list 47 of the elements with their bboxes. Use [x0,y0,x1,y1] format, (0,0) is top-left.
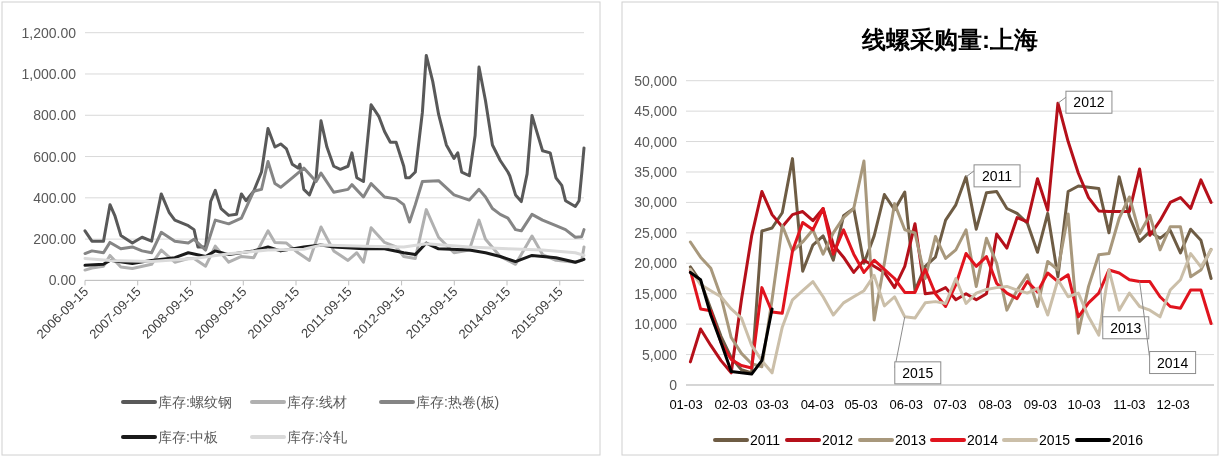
y-tick-label: 1,000.00 [21,65,77,82]
y-tick-label: 5,000 [641,346,678,363]
x-tick-label: 01-03 [669,397,703,412]
legend-label: 库存:冷轧 [287,429,347,445]
annotation: 2013 [1110,319,1142,336]
x-tick-label: 12-03 [1156,397,1190,412]
legend-label: 2013 [895,432,927,448]
legend-label: 2011 [750,432,781,448]
y-tick-label: 10,000 [634,316,678,333]
x-tick-label: 04-03 [800,397,834,412]
y-tick-label: 800.00 [33,107,77,124]
y-tick-label: 35,000 [634,163,678,180]
annotation: 2015 [902,364,934,381]
legend-label: 2014 [967,432,999,448]
legend-label: 库存:线材 [287,394,347,410]
y-tick-label: 200.00 [33,231,77,248]
annotation: 2012 [1073,94,1105,111]
x-tick-label: 07-03 [933,397,967,412]
legend-label: 库存:热卷(板) [416,394,500,410]
legend-label: 2015 [1039,432,1071,448]
legend-label: 库存:螺纹钢 [158,394,232,410]
y-tick-label: 30,000 [634,194,678,211]
y-tick-label: 40,000 [634,133,678,150]
y-tick-label: 600.00 [33,148,77,165]
y-tick-label: 0 [669,377,678,393]
x-tick-label: 06-03 [889,397,923,412]
legend-label: 2016 [1112,432,1144,448]
y-tick-label: 400.00 [33,189,77,206]
y-tick-label: 1,200.00 [21,24,77,41]
x-tick-label: 09-03 [1023,397,1058,412]
x-tick-label: 08-03 [978,397,1012,412]
y-tick-label: 45,000 [634,103,678,120]
y-tick-label: 15,000 [634,285,678,302]
legend-label: 库存:中板 [158,429,218,445]
y-tick-label: 0.00 [48,272,77,289]
legend-label: 2012 [822,432,854,448]
x-tick-label: 02-03 [714,397,748,412]
x-tick-label: 05-03 [844,397,878,412]
y-tick-label: 50,000 [634,72,678,89]
annotation: 2011 [981,167,1013,184]
x-tick-label: 11-03 [1113,397,1146,412]
y-tick-label: 25,000 [634,224,678,241]
x-tick-label: 03-03 [755,397,789,412]
annotation: 2014 [1157,354,1189,371]
y-tick-label: 20,000 [634,255,678,272]
chart-title: 线螺采购量:上海 [861,26,1038,53]
x-tick-label: 10-03 [1067,397,1101,412]
